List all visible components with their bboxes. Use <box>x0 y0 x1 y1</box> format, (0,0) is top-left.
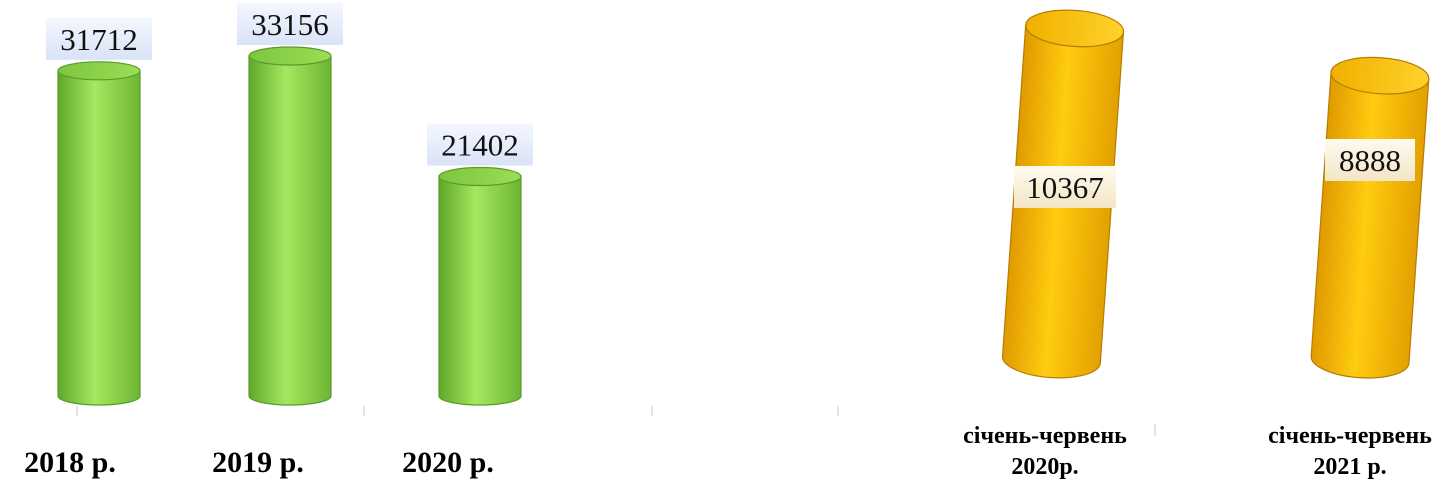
bar-body <box>438 175 522 406</box>
bar-body <box>248 55 332 406</box>
data-label-box <box>237 3 343 45</box>
chart-1-annual: 31712 2018 р. 33156 2019 р. 21402 2020 р. <box>24 3 839 479</box>
data-label-text: 8888 <box>1339 143 1401 178</box>
category-label: 2020 р. <box>402 446 494 479</box>
data-label: 21402 <box>427 123 533 166</box>
bar-2 <box>248 46 332 406</box>
category-label-line2: 2021 р. <box>1313 454 1386 480</box>
data-label-text: 21402 <box>441 128 519 163</box>
data-label-box <box>46 17 152 60</box>
data-label: 33156 <box>237 3 343 45</box>
data-label-text: 31712 <box>60 22 138 57</box>
data-label-box <box>1325 139 1415 181</box>
bar-2 <box>1310 56 1430 379</box>
category-label: 2019 р. <box>212 446 304 479</box>
data-label-text: 10367 <box>1026 170 1104 205</box>
bar-body <box>57 70 141 406</box>
bar-top <box>438 166 522 187</box>
data-label: 10367 <box>1014 166 1116 208</box>
data-label: 31712 <box>46 17 152 60</box>
bar-top <box>1025 9 1125 48</box>
chart-2-half-year: 10367 січень-червень 2020р. 8888 січень-черв… <box>963 9 1432 480</box>
bar-body <box>1310 71 1430 379</box>
data-label: 8888 <box>1325 139 1415 181</box>
bar-top <box>57 61 141 81</box>
category-label: січень-червень <box>963 423 1127 449</box>
data-label-box <box>1014 166 1116 208</box>
data-label-text: 33156 <box>251 7 329 42</box>
category-label: 2018 р. <box>24 446 116 479</box>
bar-1 <box>57 61 141 406</box>
category-label: січень-червень <box>1268 423 1432 449</box>
category-label-line2: 2020р. <box>1011 454 1078 480</box>
data-label-box <box>427 123 533 166</box>
bar-top <box>248 46 332 66</box>
bar-top <box>1330 56 1430 95</box>
bar-3 <box>438 166 522 406</box>
